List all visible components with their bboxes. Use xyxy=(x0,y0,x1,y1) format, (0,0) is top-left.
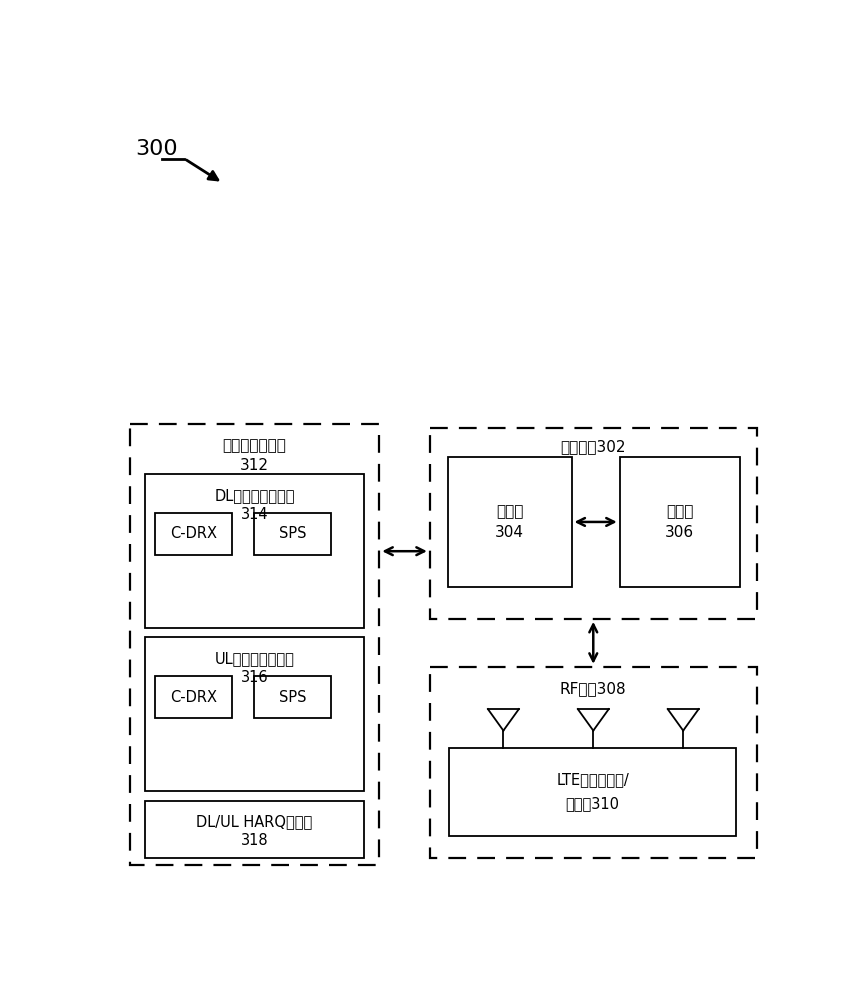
Text: DL/UL HARQ调度器: DL/UL HARQ调度器 xyxy=(196,814,313,829)
Bar xyxy=(253,513,331,555)
Text: 306: 306 xyxy=(665,525,695,540)
Bar xyxy=(449,748,736,836)
Text: 收发器310: 收发器310 xyxy=(566,797,619,812)
Text: 处理电路302: 处理电路302 xyxy=(561,439,626,454)
Text: 318: 318 xyxy=(240,833,268,848)
Text: 存储器: 存储器 xyxy=(666,504,694,519)
Bar xyxy=(145,801,364,858)
Text: 网络资源调度器: 网络资源调度器 xyxy=(222,438,286,453)
Text: 处理器: 处理器 xyxy=(496,504,523,519)
Bar xyxy=(430,428,757,619)
Bar xyxy=(155,676,232,718)
Text: 312: 312 xyxy=(240,458,269,473)
Text: SPS: SPS xyxy=(279,690,306,705)
Bar xyxy=(155,513,232,555)
Text: 314: 314 xyxy=(240,507,268,522)
Bar xyxy=(619,457,740,587)
Text: C-DRX: C-DRX xyxy=(170,690,217,705)
Text: 316: 316 xyxy=(240,670,268,685)
Text: RF电路308: RF电路308 xyxy=(560,681,626,696)
Text: SPS: SPS xyxy=(279,526,306,541)
Text: DL无线电资源分配: DL无线电资源分配 xyxy=(215,488,295,503)
Text: 300: 300 xyxy=(135,139,178,159)
Bar xyxy=(145,474,364,628)
Text: LTE调制解调器/: LTE调制解调器/ xyxy=(556,772,629,787)
Bar xyxy=(447,457,572,587)
Bar xyxy=(430,667,757,858)
Bar xyxy=(253,676,331,718)
Text: C-DRX: C-DRX xyxy=(170,526,217,541)
Text: UL无线电资源分配: UL无线电资源分配 xyxy=(215,652,295,666)
Text: 304: 304 xyxy=(495,525,524,540)
Bar xyxy=(130,424,380,865)
Bar xyxy=(145,637,364,791)
